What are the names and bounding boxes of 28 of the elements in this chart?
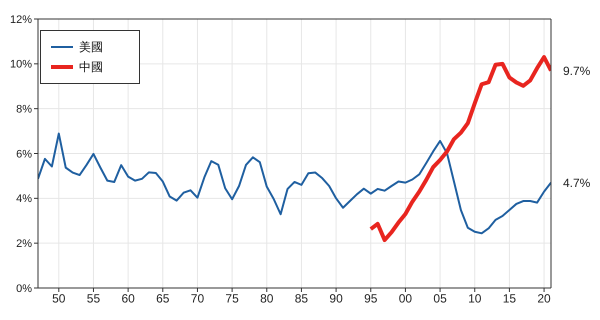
annotation: 9.7% [563, 64, 591, 78]
y-tick-label: 2% [16, 238, 32, 250]
x-tick-label: 85 [294, 292, 308, 306]
y-tick-label: 12% [10, 14, 32, 26]
legend-label: 中國 [79, 59, 103, 76]
x-tick-label: 55 [86, 292, 100, 306]
x-tick-label: 00 [398, 292, 412, 306]
annotation: 4.7% [563, 176, 591, 190]
x-tick-label: 50 [52, 292, 66, 306]
x-tick-label: 20 [537, 292, 552, 306]
x-tick-label: 60 [121, 292, 136, 306]
x-tick-label: 10 [468, 292, 482, 306]
x-tick-label: 75 [225, 292, 240, 306]
y-tick-label: 0% [16, 282, 32, 295]
x-tick-label: 65 [156, 292, 170, 306]
x-tick-label: 80 [260, 292, 274, 306]
y-tick-label: 6% [16, 148, 32, 160]
x-tick-label: 70 [190, 292, 204, 306]
x-tick-label: 05 [433, 292, 448, 306]
line-series [38, 132, 551, 234]
y-tick-label: 4% [16, 193, 32, 206]
x-tick-label: 15 [502, 292, 516, 306]
y-tick-label: 10% [10, 58, 32, 71]
line-series [368, 55, 551, 242]
y-tick-label: 8% [16, 104, 32, 116]
x-tick-label: 95 [364, 292, 378, 306]
x-tick-label: 90 [329, 292, 344, 306]
legend-label: 美國 [79, 39, 103, 56]
